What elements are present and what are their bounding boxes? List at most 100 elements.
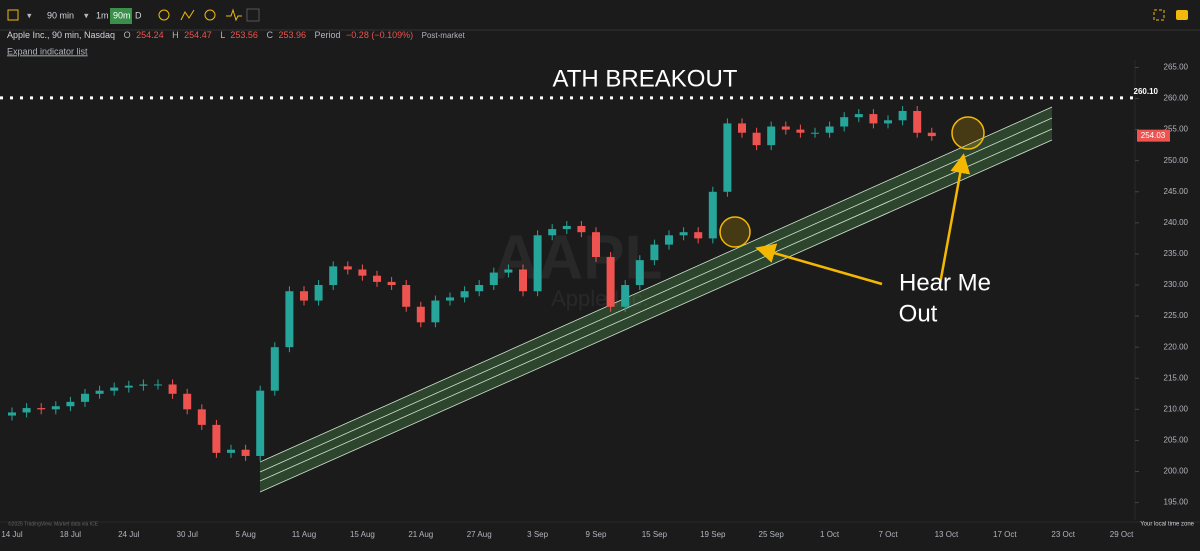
- x-tick-label: 1 Oct: [820, 530, 840, 539]
- candle-body: [913, 110, 922, 133]
- dropdown-icon[interactable]: ▾: [84, 10, 89, 20]
- dropdown-icon[interactable]: ▾: [27, 10, 32, 20]
- candle-body: [124, 385, 133, 388]
- snapshot-icon[interactable]: [1176, 10, 1188, 20]
- interval-button[interactable]: D: [135, 10, 142, 20]
- arrow: [755, 243, 883, 286]
- y-tick-label: 250.00: [1164, 156, 1189, 165]
- y-tick-label: 200.00: [1164, 467, 1189, 476]
- candle-body: [767, 126, 776, 146]
- x-tick-label: 5 Aug: [235, 530, 255, 539]
- indicator-icon[interactable]: [180, 9, 195, 21]
- candle-body: [110, 387, 119, 391]
- compare-icon[interactable]: [246, 8, 260, 22]
- x-tick-label: 18 Jul: [60, 530, 82, 539]
- channel-line: [259, 128, 1053, 482]
- candle-body: [139, 384, 148, 386]
- candle-body: [183, 393, 192, 410]
- y-tick-label: 205.00: [1164, 436, 1189, 445]
- annotation-title: ATH BREAKOUT: [553, 65, 738, 92]
- interval-active: [110, 8, 132, 24]
- alert-icon[interactable]: [204, 9, 216, 21]
- interval-button[interactable]: 90m: [113, 10, 131, 20]
- highlight-circle: [951, 116, 985, 150]
- candle-body: [81, 393, 89, 402]
- x-tick-label: 30 Jul: [177, 530, 199, 539]
- candle-body: [314, 285, 323, 301]
- toolbar: [0, 0, 1200, 30]
- x-tick-label: 9 Sep: [586, 530, 607, 539]
- candle-body: [489, 272, 498, 286]
- candle-body: [373, 275, 381, 282]
- fullscreen-icon[interactable]: [1153, 9, 1165, 21]
- candle-body: [300, 291, 308, 301]
- candle-body: [738, 123, 746, 133]
- symbol: Apple Inc., 90 min, Nasdaq: [7, 30, 115, 40]
- candle-body: [708, 191, 717, 239]
- candle-body: [241, 449, 250, 456]
- expand-indicators[interactable]: Expand indicator list: [7, 46, 88, 56]
- x-tick-label: 15 Aug: [350, 530, 375, 539]
- trend-channel: [259, 106, 1053, 493]
- candle-body: [840, 117, 849, 127]
- candle-body: [51, 406, 60, 410]
- candle-body: [650, 244, 659, 261]
- settings-icon[interactable]: [158, 9, 170, 21]
- x-tick-label: 7 Oct: [878, 530, 898, 539]
- candle-body: [460, 291, 469, 298]
- candle-body: [329, 266, 338, 286]
- candle-body: [519, 269, 527, 292]
- candle-body: [285, 291, 294, 348]
- channel-fill: [260, 107, 1052, 492]
- candle-body: [387, 281, 396, 286]
- candle-body: [37, 408, 46, 410]
- candle-body: [197, 409, 206, 425]
- candle-body: [212, 424, 221, 453]
- ohlc-label: C: [266, 30, 273, 40]
- channel-line: [259, 117, 1053, 473]
- candle-body: [884, 120, 892, 124]
- ohlc-label: O: [124, 30, 131, 40]
- candle-body: [533, 235, 542, 292]
- x-tick-label: 3 Sep: [527, 530, 548, 539]
- copyright: ©2025 TradingView. Market data via ICE: [8, 520, 99, 527]
- legend-line: Apple Inc., 90 min, Nasdaq O 254.24 H 25…: [7, 30, 466, 40]
- x-tick-label: 19 Sep: [700, 530, 726, 539]
- x-tick-label: 15 Sep: [642, 530, 668, 539]
- x-tick-label: 23 Oct: [1051, 530, 1075, 539]
- y-tick-label: 195.00: [1164, 498, 1189, 507]
- x-tick-label: 14 Jul: [1, 530, 23, 539]
- x-tick-label: 25 Sep: [759, 530, 785, 539]
- candle-body: [22, 408, 31, 413]
- replay-icon[interactable]: [226, 8, 242, 22]
- candle-body: [898, 110, 907, 121]
- interval-select[interactable]: 90 min: [47, 10, 74, 20]
- channel-line: [259, 139, 1053, 493]
- candle-body: [825, 126, 834, 133]
- candle-body: [168, 384, 177, 394]
- candle-body: [95, 390, 104, 394]
- ohlc-value: 254.24: [136, 30, 164, 40]
- candle-body: [548, 229, 557, 236]
- price-tag-label: 254.03: [1141, 131, 1166, 140]
- y-tick-label: 240.00: [1164, 218, 1189, 227]
- candle-body: [694, 232, 703, 239]
- ohlc-label: L: [220, 30, 225, 40]
- timezone[interactable]: Your local time zone: [1140, 522, 1194, 528]
- channel-line: [259, 106, 1053, 463]
- candle-body: [358, 269, 367, 276]
- interval-button[interactable]: 1m: [96, 10, 109, 20]
- y-tick-label: 215.00: [1164, 373, 1189, 382]
- y-tick-label: 220.00: [1164, 342, 1189, 351]
- candle-body: [562, 225, 571, 230]
- chart-type-icon[interactable]: [7, 9, 19, 21]
- candle-body: [66, 401, 75, 407]
- arrow: [938, 153, 971, 285]
- session: Post-market: [422, 31, 466, 40]
- x-tick-label: 29 Oct: [1110, 530, 1134, 539]
- candle-body: [431, 300, 440, 323]
- y-tick-label: 230.00: [1164, 280, 1189, 289]
- ohlc-label: H: [172, 30, 179, 40]
